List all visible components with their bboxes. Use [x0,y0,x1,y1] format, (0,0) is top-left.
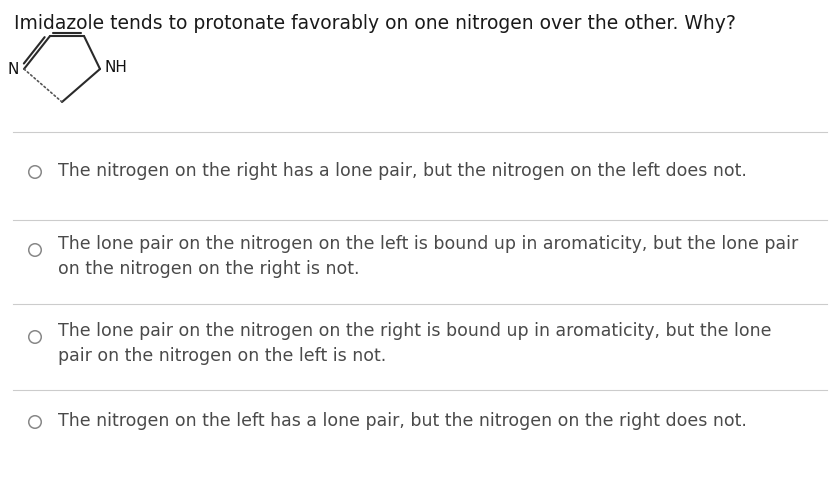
Text: Imidazole tends to protonate favorably on one nitrogen over the other. Why?: Imidazole tends to protonate favorably o… [14,14,736,33]
Text: The nitrogen on the left has a lone pair, but the nitrogen on the right does not: The nitrogen on the left has a lone pair… [58,412,747,430]
Text: NH: NH [104,59,127,75]
Text: The lone pair on the nitrogen on the left is bound up in aromaticity, but the lo: The lone pair on the nitrogen on the lef… [58,235,798,278]
Text: The nitrogen on the right has a lone pair, but the nitrogen on the left does not: The nitrogen on the right has a lone pai… [58,162,747,180]
Text: N: N [8,62,19,77]
Text: The lone pair on the nitrogen on the right is bound up in aromaticity, but the l: The lone pair on the nitrogen on the rig… [58,322,771,365]
